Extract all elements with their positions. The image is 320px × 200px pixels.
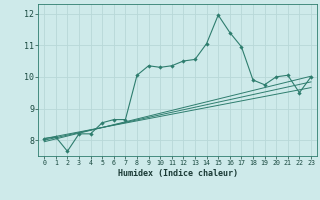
X-axis label: Humidex (Indice chaleur): Humidex (Indice chaleur): [118, 169, 238, 178]
